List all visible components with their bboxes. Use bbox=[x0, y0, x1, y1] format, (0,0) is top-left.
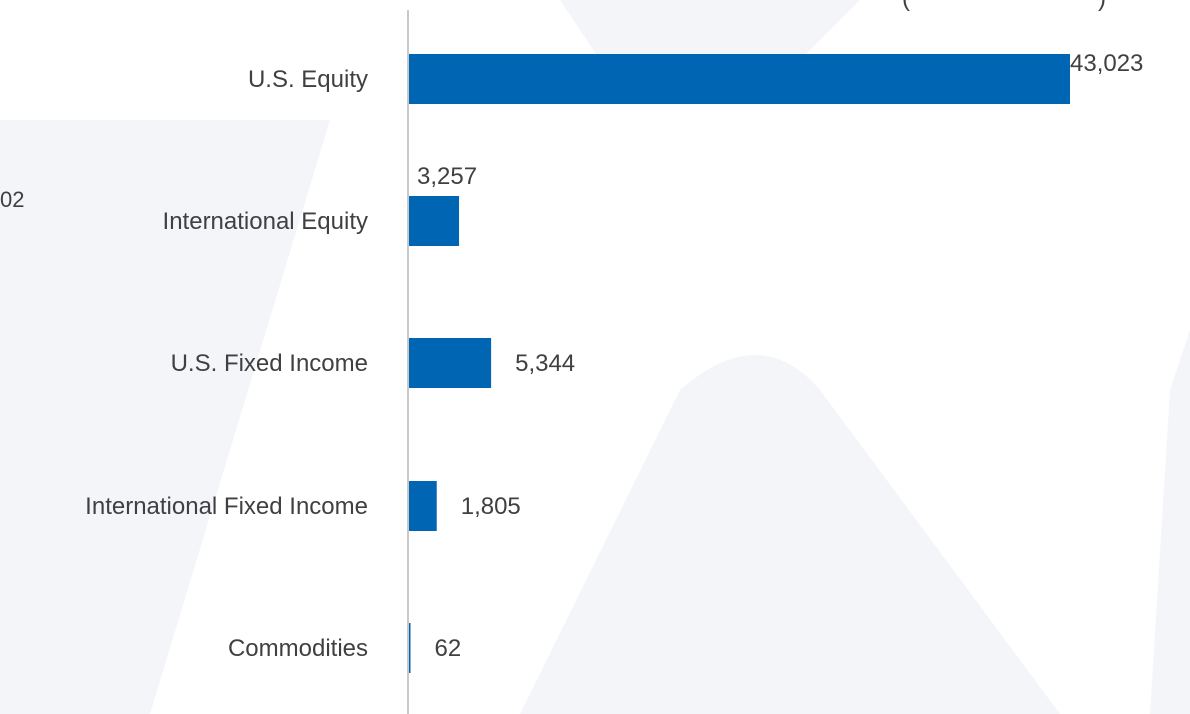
value-label-commodities: 62 bbox=[435, 635, 462, 662]
value-label-international-fixed-income: 1,805 bbox=[461, 493, 521, 520]
watermark-shape-center bbox=[520, 355, 1060, 714]
value-label-u-s-fixed-income: 5,344 bbox=[515, 350, 575, 377]
value-label-international-equity: 3,257 bbox=[417, 163, 477, 190]
bar-u-s-fixed-income bbox=[409, 338, 492, 388]
watermark-shape-right bbox=[1150, 330, 1190, 714]
bar-commodities bbox=[409, 623, 411, 673]
partial-side-label: 02 bbox=[0, 187, 24, 212]
category-label-u-s-equity: U.S. Equity bbox=[248, 66, 368, 93]
partial-title-fragment: ( bbox=[902, 0, 910, 12]
category-label-u-s-fixed-income: U.S. Fixed Income bbox=[171, 350, 368, 377]
partial-title-fragment-close: ) bbox=[1098, 0, 1106, 12]
category-label-commodities: Commodities bbox=[228, 635, 368, 662]
category-label-international-equity: International Equity bbox=[163, 208, 368, 235]
category-labels-group: U.S. Equity International Equity U.S. Fixe… bbox=[85, 66, 368, 662]
category-label-international-fixed-income: International Fixed Income bbox=[85, 493, 368, 520]
bars-group bbox=[409, 54, 1070, 673]
watermark-shape-left bbox=[0, 120, 330, 714]
value-labels-group: 43,023 3,257 5,344 1,805 62 bbox=[417, 50, 1143, 662]
bar-u-s-equity bbox=[409, 54, 1070, 104]
value-label-u-s-equity: 43,023 bbox=[1070, 50, 1143, 77]
bar-international-equity bbox=[409, 196, 460, 246]
bar-international-fixed-income bbox=[409, 481, 437, 531]
watermark-shape-top bbox=[560, 0, 860, 60]
